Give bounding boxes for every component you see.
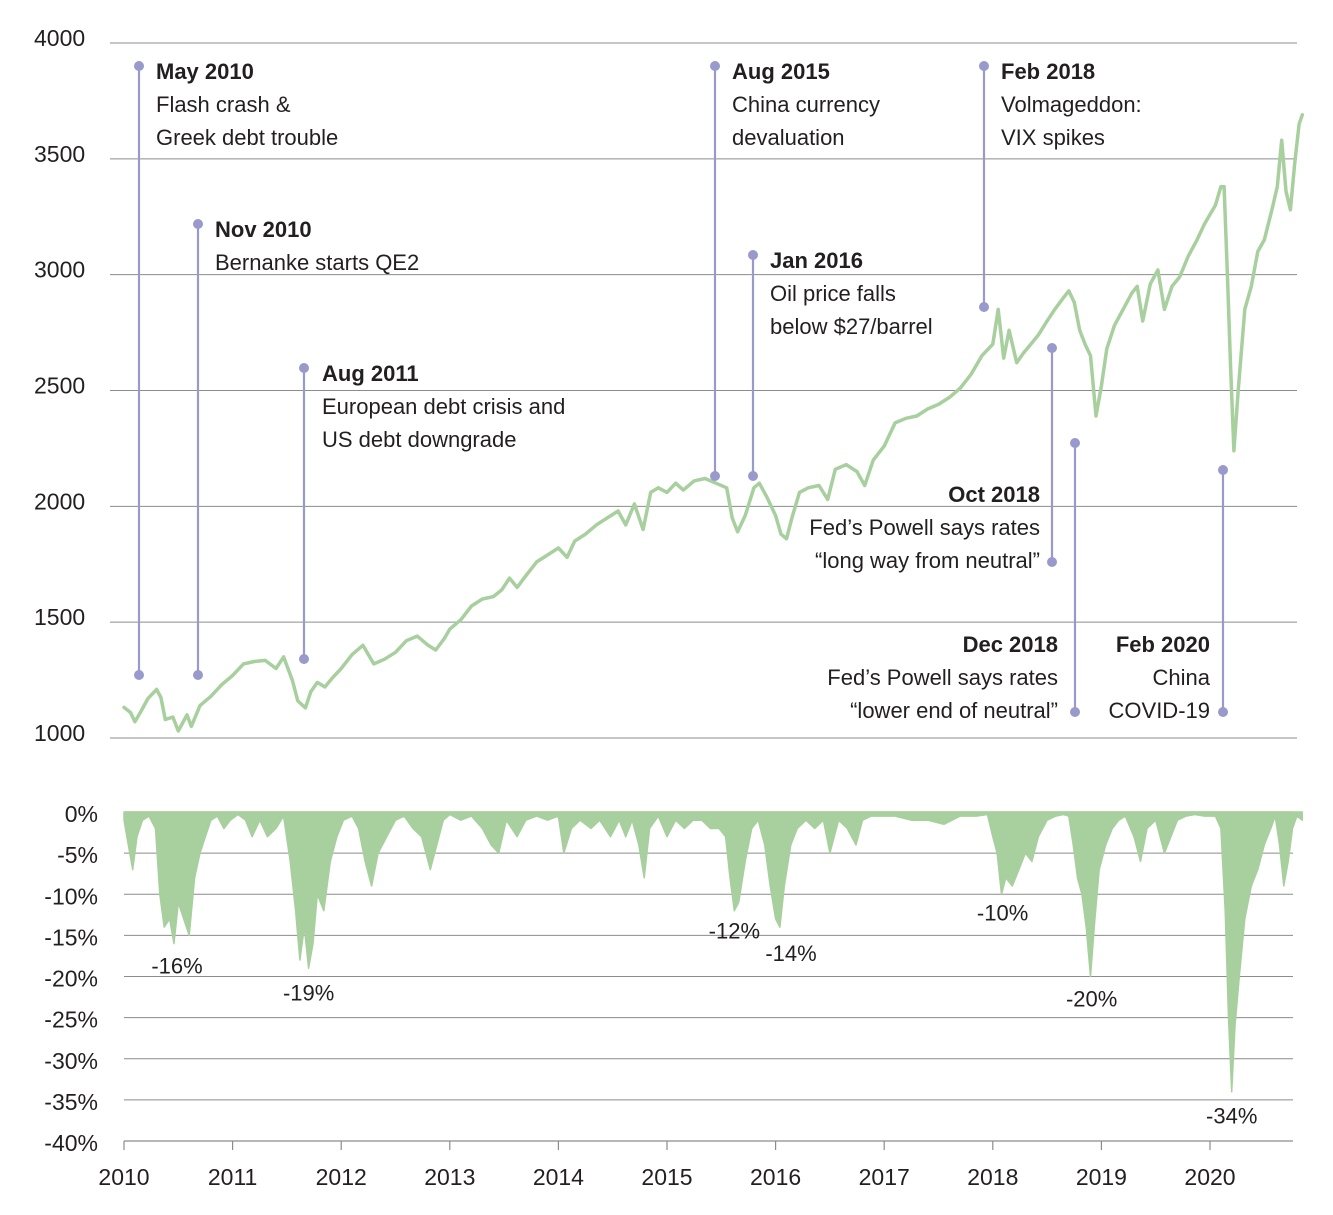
annotation-text: devaluation (732, 125, 845, 150)
annotation-date: Feb 2020 (1116, 632, 1210, 657)
annotation-dot (134, 670, 144, 680)
x-tick-label: 2016 (750, 1164, 801, 1190)
annotation-text: Bernanke starts QE2 (215, 250, 419, 275)
annotation-dot (710, 61, 720, 71)
annotation-dot (193, 219, 203, 229)
annotation-dot (1070, 438, 1080, 448)
x-tick-label: 2018 (967, 1164, 1018, 1190)
x-tick-label: 2014 (533, 1164, 584, 1190)
price-tick-label: 4000 (34, 25, 85, 51)
annotation-dot (299, 363, 309, 373)
drawdown-tick-label: -15% (44, 924, 98, 950)
price-axis-ticks: 4000 3500 3000 2500 2000 1500 1000 (34, 25, 85, 746)
annotation-text: China (1153, 665, 1211, 690)
annotation-date: Oct 2018 (948, 482, 1040, 507)
drawdown-label: -16% (151, 954, 202, 979)
drawdown-tick-label: -40% (44, 1130, 98, 1156)
annotation-dot (299, 654, 309, 664)
drawdown-label: -10% (977, 900, 1028, 925)
annotation-date: Aug 2011 (322, 361, 419, 386)
annotation-dot (134, 61, 144, 71)
price-tick-label: 3000 (34, 257, 85, 283)
annotation-dot (1218, 707, 1228, 717)
price-tick-label: 2500 (34, 373, 85, 399)
drawdown-axis-ticks: 0% -5% -10% -15% -20% -25% -30% -35% -40% (44, 801, 98, 1156)
drawdown-tick-label: -5% (57, 842, 98, 868)
annotation-date: Aug 2015 (732, 59, 830, 84)
annotation-text: “long way from neutral” (815, 548, 1040, 573)
annotation-text: US debt downgrade (322, 427, 516, 452)
price-series (122, 113, 1305, 733)
drawdown-label: -12% (709, 919, 760, 944)
annotation-dot (1218, 465, 1228, 475)
annotation-dot (748, 471, 758, 481)
price-tick-label: 1000 (34, 720, 85, 746)
x-tick-label: 2015 (641, 1164, 692, 1190)
drawdown-labels: -16% -19% -12%-14% -10% -20% -34% (151, 900, 1257, 1128)
price-gridlines (110, 42, 1297, 739)
x-axis: 2010 2011 2012 2013 2014 2015 2016 2017 2018 2019… (98, 1140, 1293, 1190)
drawdown-tick-label: 0% (65, 801, 98, 827)
drawdown-series (123, 811, 1304, 1093)
annotation-may-2010: May 2010 Flash crash & Greek debt trouble (134, 59, 338, 680)
x-tick-label: 2011 (208, 1164, 257, 1190)
annotation-aug-2015: Aug 2015 China currency devaluation (710, 59, 880, 481)
annotation-text: VIX spikes (1001, 125, 1105, 150)
drawdown-tick-label: -10% (44, 883, 98, 909)
annotation-dot (1047, 343, 1057, 353)
annotation-dec-2018: Dec 2018 Fed’s Powell says rates “lower en… (827, 438, 1080, 723)
annotation-text: Oil price falls (770, 281, 896, 306)
drawdown-tick-label: -20% (44, 966, 98, 992)
annotation-text: China currency (732, 92, 880, 117)
drawdown-tick-label: -35% (44, 1089, 98, 1115)
annotation-dot (710, 471, 720, 481)
annotation-dot (979, 302, 989, 312)
annotation-date: May 2010 (156, 59, 254, 84)
x-tick-label: 2012 (316, 1164, 367, 1190)
price-tick-label: 3500 (34, 141, 85, 167)
annotation-feb-2020: Feb 2020 China COVID-19 (1109, 465, 1228, 723)
annotation-text: Flash crash & (156, 92, 291, 117)
annotation-text: Greek debt trouble (156, 125, 338, 150)
annotation-dot (193, 670, 203, 680)
annotation-oct-2018: Oct 2018 Fed’s Powell says rates “long way… (809, 343, 1057, 573)
drawdown-label: -20% (1066, 987, 1117, 1012)
drawdown-gridlines (124, 811, 1293, 1142)
x-tick-label: 2019 (1076, 1164, 1127, 1190)
annotation-nov-2010: Nov 2010 Bernanke starts QE2 (193, 217, 419, 680)
annotation-dot (979, 61, 989, 71)
annotation-text: Fed’s Powell says rates (809, 515, 1040, 540)
drawdown-tick-label: -30% (44, 1048, 98, 1074)
annotation-dot (748, 250, 758, 260)
annotation-text: Fed’s Powell says rates (827, 665, 1058, 690)
annotation-jan-2016: Jan 2016 Oil price falls below $27/barrel (748, 248, 933, 481)
x-tick-label: 2013 (424, 1164, 475, 1190)
annotation-feb-2018: Feb 2018 Volmageddon: VIX spikes (979, 59, 1142, 312)
event-annotations: May 2010 Flash crash & Greek debt trouble N… (134, 59, 1228, 723)
drawdown-area (123, 811, 1304, 1093)
annotation-date: Nov 2010 (215, 217, 312, 242)
x-tick-label: 2020 (1184, 1164, 1235, 1190)
drawdown-label: -19% (283, 980, 334, 1005)
annotation-text: Volmageddon: (1001, 92, 1142, 117)
annotation-dot (1047, 557, 1057, 567)
price-tick-label: 2000 (34, 488, 85, 514)
drawdown-tick-label: -25% (44, 1007, 98, 1033)
annotation-aug-2011: Aug 2011 European debt crisis and US debt … (299, 361, 565, 664)
annotation-text: below $27/barrel (770, 314, 933, 339)
x-tick-label: 2017 (859, 1164, 910, 1190)
x-tick-label: 2010 (98, 1164, 149, 1190)
annotation-date: Feb 2018 (1001, 59, 1095, 84)
drawdown-label: -14% (765, 941, 816, 966)
annotation-text: European debt crisis and (322, 394, 565, 419)
price-line (122, 113, 1305, 733)
price-tick-label: 1500 (34, 604, 85, 630)
drawdown-label: -34% (1206, 1104, 1257, 1129)
annotation-text: “lower end of neutral” (850, 698, 1058, 723)
annotation-date: Dec 2018 (963, 632, 1058, 657)
annotation-date: Jan 2016 (770, 248, 863, 273)
annotation-text: COVID-19 (1109, 698, 1210, 723)
annotation-dot (1070, 707, 1080, 717)
